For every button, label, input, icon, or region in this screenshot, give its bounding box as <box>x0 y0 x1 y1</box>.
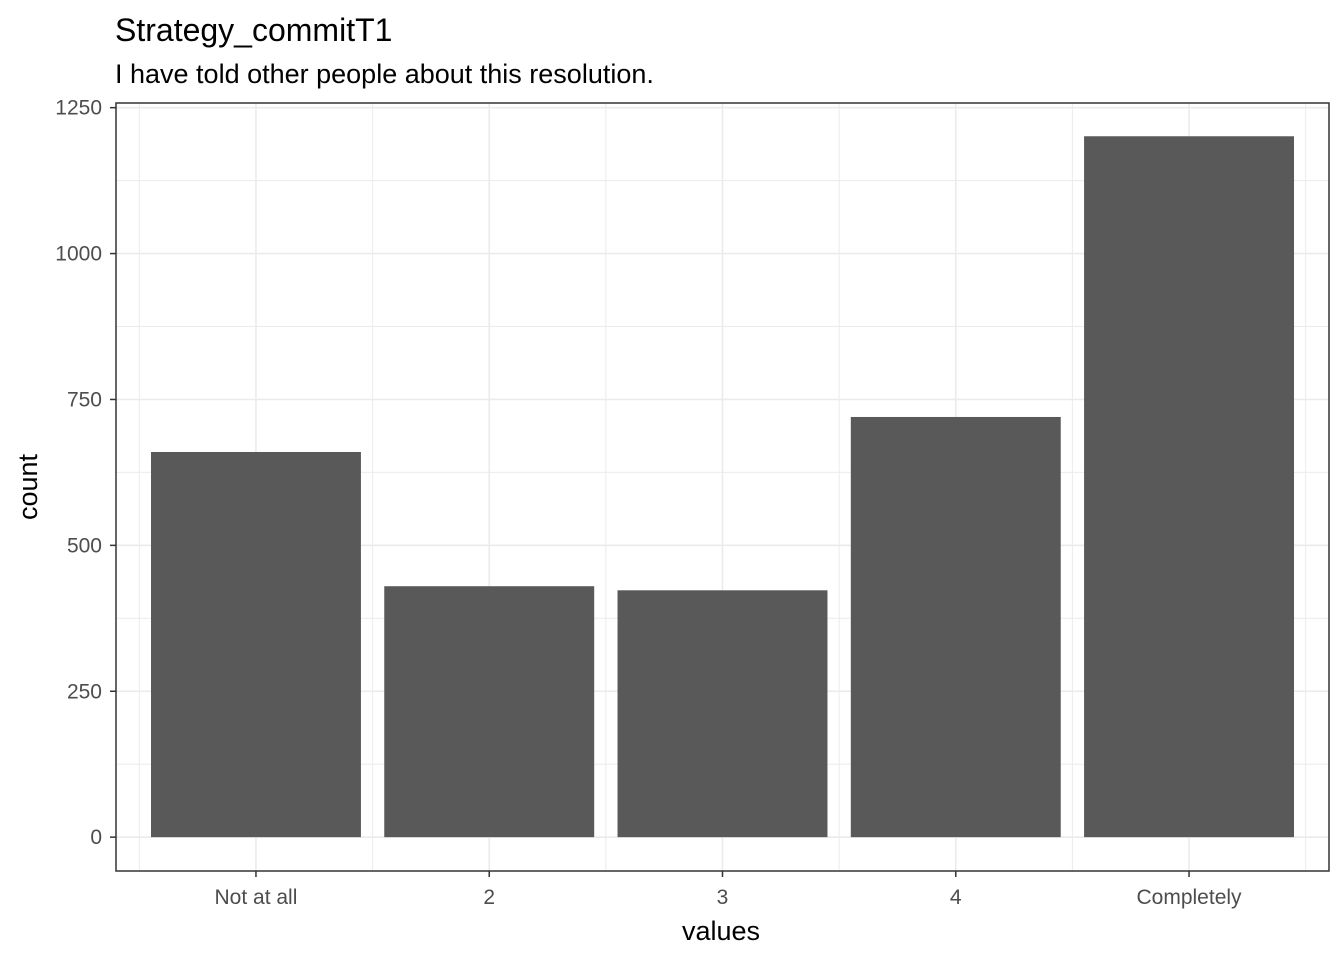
x-tick-label: Completely <box>1137 886 1243 909</box>
x-tick-label: 2 <box>483 886 495 909</box>
bar-4 <box>850 416 1061 838</box>
x-tick-label: Not at all <box>215 886 298 909</box>
bar-not-at-all <box>150 451 361 838</box>
y-tick-label: 1250 <box>55 97 102 120</box>
bar-2 <box>384 586 595 838</box>
x-axis-title: values <box>682 916 760 946</box>
y-tick-label: 500 <box>67 534 102 557</box>
bar-3 <box>617 590 828 838</box>
x-tick-label: 3 <box>717 886 729 909</box>
y-tick-label: 750 <box>67 388 102 411</box>
y-tick-label: 250 <box>67 680 102 703</box>
bars <box>150 136 1295 838</box>
bar-completely <box>1084 136 1295 838</box>
chart-title: Strategy_commitT1 <box>115 12 392 48</box>
x-axis: Not at all 2 3 4 Completely <box>215 871 1243 909</box>
y-axis-title: count <box>13 453 43 520</box>
y-axis: 0 250 500 750 1000 1250 <box>55 97 116 849</box>
y-tick-label: 0 <box>90 826 102 849</box>
x-tick-label: 4 <box>950 886 962 909</box>
chart-subtitle: I have told other people about this reso… <box>115 59 654 89</box>
y-tick-label: 1000 <box>55 243 102 266</box>
